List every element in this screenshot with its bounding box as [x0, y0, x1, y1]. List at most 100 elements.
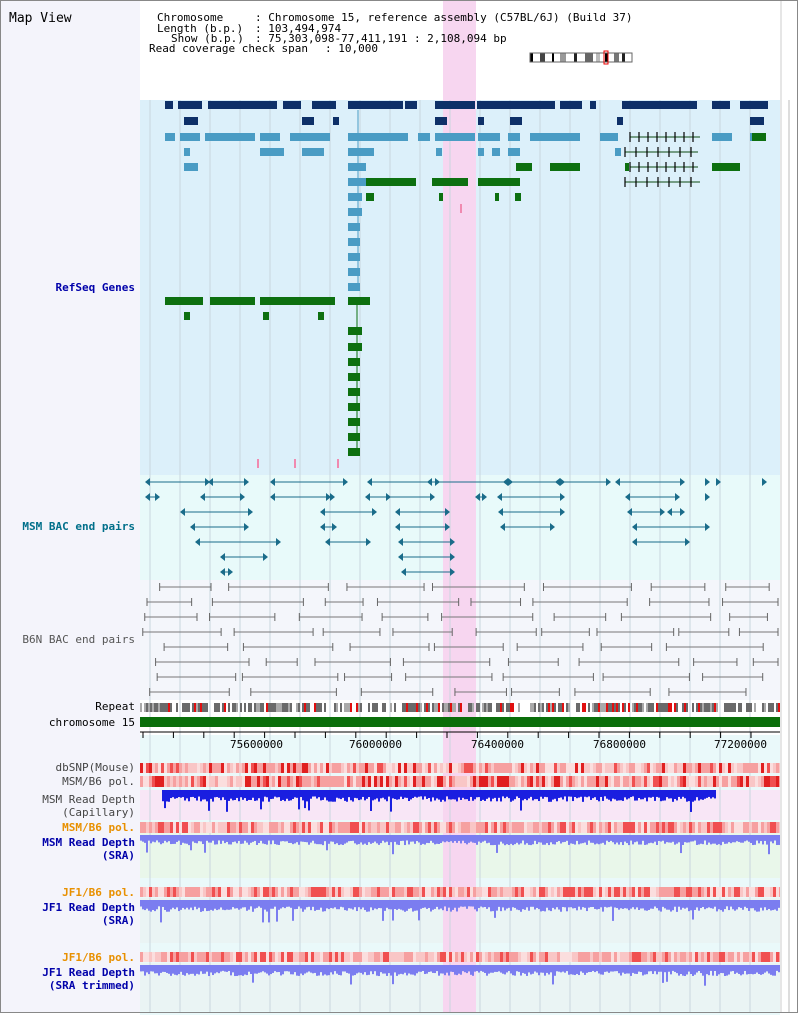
bac-end — [395, 508, 400, 516]
msm-capillary-depth-bar — [164, 790, 166, 809]
msm-sra-depth-bar — [762, 835, 764, 845]
bac-end — [450, 568, 455, 576]
jf1-trim-depth-bar — [320, 965, 322, 973]
jf1-trim-depth-bar — [204, 965, 206, 974]
msm-b6-pol-heat — [176, 776, 179, 787]
repeat-block — [542, 703, 544, 712]
gene-block — [478, 178, 520, 186]
jf1-b6-pol-heat — [299, 887, 302, 897]
repeat-block — [552, 703, 554, 712]
msm-sra-depth-bar — [442, 835, 444, 842]
msm-capillary-depth-bar — [426, 790, 428, 799]
msm-b6-pol-heat — [563, 776, 566, 787]
track-label-jf1-depth-sra-1[interactable]: JF1 Read Depth — [42, 901, 135, 914]
jf1-b6-pol-heat-2 — [287, 952, 290, 962]
msm-b6-pol-heat-2 — [236, 822, 239, 833]
msm-b6-pol-heat-2 — [272, 822, 275, 833]
msm-sra-depth-bar — [486, 835, 488, 844]
jf1-sra-depth-bar — [270, 900, 272, 909]
dbsnp-heat — [404, 763, 407, 773]
msm-capillary-depth-bar — [536, 790, 538, 800]
jf1-b6-pol-heat-2 — [182, 952, 185, 962]
dbsnp-heat — [539, 763, 542, 773]
msm-b6-pol-heat-2 — [746, 822, 749, 833]
jf1-b6-pol-heat-2 — [254, 952, 257, 962]
dbsnp-heat — [659, 763, 662, 773]
msm-sra-depth-bar — [614, 835, 616, 845]
msm-sra-depth-bar — [216, 835, 218, 845]
msm-sra-depth-bar — [642, 835, 644, 841]
repeat-block — [490, 703, 492, 712]
jf1-sra-depth-bar — [586, 900, 588, 912]
track-label-dbsnp[interactable]: dbSNP(Mouse) — [55, 761, 135, 774]
msm-b6-pol-heat-2 — [323, 822, 326, 833]
jf1-trim-depth-bar — [740, 965, 742, 976]
jf1-sra-depth-bar — [494, 900, 496, 918]
jf1-trim-depth-bar — [230, 965, 232, 976]
track-label-b6n-bac[interactable]: B6N BAC end pairs — [22, 633, 135, 646]
jf1-trim-depth-bar — [764, 965, 766, 973]
jf1-trim-depth-bar — [406, 965, 408, 976]
msm-sra-depth-bar — [302, 835, 304, 842]
msm-sra-depth-bar — [392, 835, 394, 855]
jf1-b6-pol-heat — [212, 887, 215, 897]
msm-b6-pol-heat-2 — [188, 822, 191, 833]
msm-capillary-depth-bar — [682, 790, 684, 797]
jf1-b6-pol-heat-2 — [488, 952, 491, 962]
jf1-trim-depth-bar — [604, 965, 606, 972]
track-label-msm-b6-pol-2[interactable]: MSM/B6 pol. — [62, 821, 135, 834]
jf1-trim-depth-bar — [726, 965, 728, 976]
jf1-trim-depth-bar — [652, 965, 654, 974]
msm-b6-pol-heat — [359, 776, 362, 787]
msm-b6-pol-heat-2 — [182, 822, 185, 833]
jf1-b6-pol-heat — [683, 887, 686, 897]
jf1-trim-depth-bar — [542, 965, 544, 973]
dbsnp-heat — [296, 763, 299, 773]
msm-capillary-depth-bar — [394, 790, 396, 800]
jf1-trim-depth-bar — [436, 965, 438, 972]
track-label-repeat[interactable]: Repeat — [95, 700, 135, 713]
jf1-sra-depth-bar — [414, 900, 416, 911]
track-label-msm-b6-pol[interactable]: MSM/B6 pol. — [62, 775, 135, 788]
msm-b6-pol-heat — [239, 776, 242, 787]
jf1-b6-pol-heat-2 — [611, 952, 614, 962]
jf1-sra-depth-bar — [376, 900, 378, 910]
msm-sra-depth-bar — [566, 835, 568, 841]
msm-sra-depth-bar — [144, 835, 146, 843]
jf1-trim-depth-bar — [514, 965, 516, 976]
track-label-jf1-depth-trim-1[interactable]: JF1 Read Depth — [42, 966, 135, 979]
track-label-jf1-b6-pol-2[interactable]: JF1/B6 pol. — [62, 951, 135, 964]
repeat-block — [662, 703, 664, 712]
jf1-b6-pol-heat-2 — [458, 952, 461, 962]
repeat-block — [540, 703, 542, 712]
track-label-msm-depth-sra-1[interactable]: MSM Read Depth — [42, 836, 135, 849]
msm-capillary-depth-bar — [220, 790, 222, 801]
track-label-jf1-b6-pol[interactable]: JF1/B6 pol. — [62, 886, 135, 899]
dbsnp-heat — [560, 763, 563, 773]
msm-capillary-depth-bar — [652, 790, 654, 797]
repeat-block — [416, 703, 418, 712]
track-label-msm-depth-cap-1[interactable]: MSM Read Depth — [42, 793, 135, 806]
jf1-sra-depth-bar — [334, 900, 336, 908]
jf1-b6-pol-heat-2 — [773, 952, 776, 962]
jf1-b6-pol-heat — [410, 887, 413, 897]
msm-b6-pol-heat — [185, 776, 188, 787]
jf1-sra-depth-bar — [728, 900, 730, 911]
jf1-sra-depth-bar — [206, 900, 208, 912]
jf1-trim-depth-bar — [482, 965, 484, 972]
msm-capillary-depth-bar — [546, 790, 548, 798]
jf1-sra-depth-bar — [766, 900, 768, 911]
msm-capillary-depth-bar — [398, 790, 400, 800]
msm-sra-depth-bar — [468, 835, 470, 843]
gene-block — [418, 133, 430, 141]
jf1-sra-depth-bar — [532, 900, 534, 907]
msm-b6-pol-heat-2 — [554, 822, 557, 833]
track-label-refseq[interactable]: RefSeq Genes — [55, 281, 135, 294]
msm-b6-pol-heat-2 — [722, 822, 725, 833]
msm-b6-pol-heat-2 — [671, 822, 674, 833]
track-label-msm-bac[interactable]: MSM BAC end pairs — [22, 520, 135, 533]
msm-b6-pol-heat-2 — [212, 822, 215, 833]
dbsnp-heat — [260, 763, 263, 773]
dbsnp-heat — [506, 763, 509, 773]
